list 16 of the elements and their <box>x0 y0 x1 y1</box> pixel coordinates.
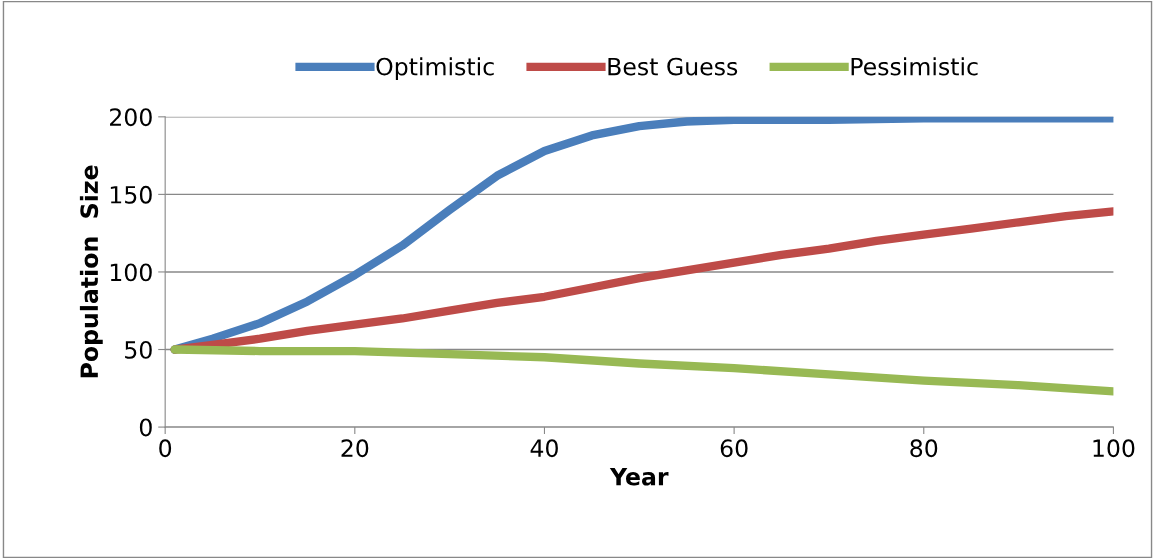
legend-label: Optimistic <box>376 57 494 81</box>
y-tick-label: 200 <box>110 108 152 127</box>
x-axis-title: Year <box>609 468 669 486</box>
x-tick-label: 60 <box>720 439 748 458</box>
y-axis-title: Population Size <box>79 165 103 378</box>
y-tick-label: 150 <box>110 185 152 204</box>
y-tick-label: 0 <box>139 418 152 437</box>
legend-label: Pessimistic <box>851 57 978 76</box>
y-tick-label: 50 <box>125 340 152 359</box>
x-tick-label: 20 <box>341 439 369 458</box>
y-tick-label: 100 <box>110 263 152 282</box>
x-tick-label: 0 <box>159 439 172 458</box>
x-tick-label: 40 <box>530 439 558 458</box>
x-tick-label: 80 <box>910 439 938 458</box>
legend-label: Best Guess <box>608 57 738 76</box>
x-tick-label: 100 <box>1093 439 1135 458</box>
